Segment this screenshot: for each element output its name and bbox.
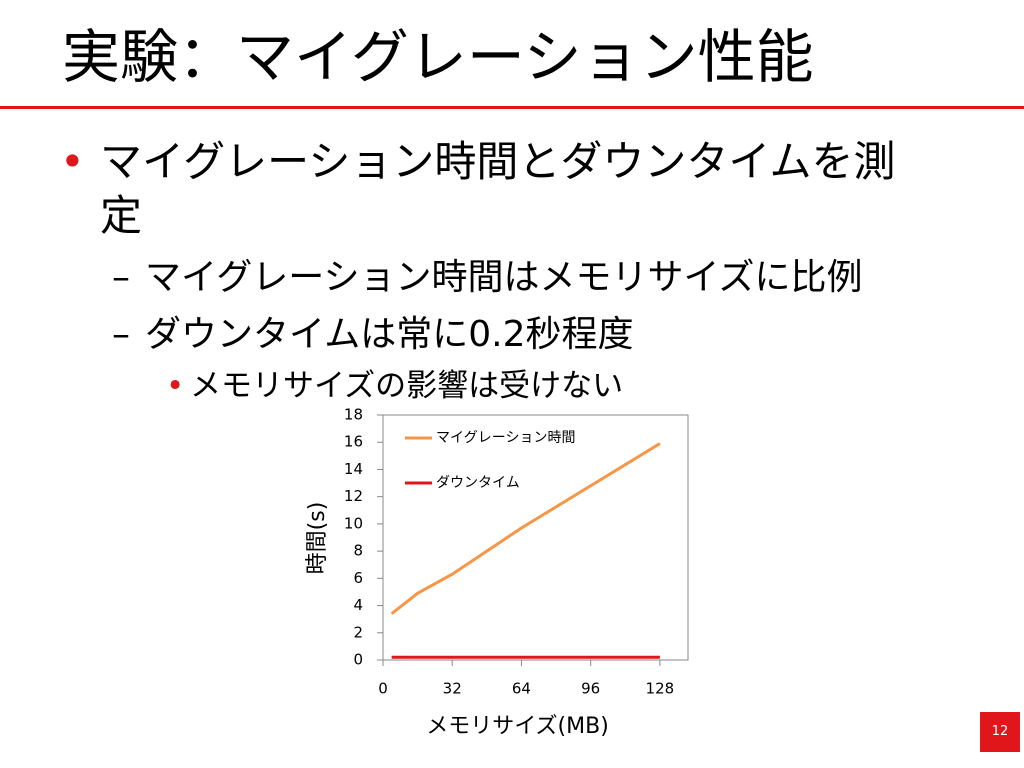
x-tick-label: 0 bbox=[378, 680, 388, 698]
bullet: メモリサイズの影響は受けない bbox=[190, 368, 624, 404]
y-tick-label: 10 bbox=[344, 514, 363, 532]
legend-label: ダウンタイム bbox=[436, 475, 520, 491]
y-tick-label: 0 bbox=[353, 651, 363, 669]
bullet-mark: • bbox=[166, 368, 185, 404]
x-axis-label: メモリサイズ(MB) bbox=[426, 714, 609, 739]
y-tick-label: 8 bbox=[353, 542, 363, 560]
y-tick-label: 16 bbox=[344, 433, 363, 451]
x-tick-label: 32 bbox=[443, 680, 462, 698]
x-tick-label: 96 bbox=[581, 680, 600, 698]
slide-title: 実験：マイグレーション性能 bbox=[62, 23, 814, 91]
y-tick-label: 2 bbox=[353, 623, 363, 641]
plot-frame bbox=[382, 414, 689, 661]
bullet-mark: – bbox=[112, 257, 130, 298]
page-number: 12 bbox=[980, 712, 1020, 752]
bullet-mark: • bbox=[60, 137, 85, 186]
bullet-mark: – bbox=[112, 314, 130, 355]
y-axis-label: 時間(s) bbox=[305, 502, 330, 575]
bullet: マイグレーション時間とダウンタイムを測定 bbox=[100, 137, 896, 240]
y-tick-label: 14 bbox=[344, 460, 363, 478]
y-tick-label: 12 bbox=[344, 487, 363, 505]
y-tick-label: 6 bbox=[353, 569, 363, 587]
title-rule bbox=[0, 106, 1024, 109]
x-tick-label: 64 bbox=[512, 680, 531, 698]
y-tick-label: 4 bbox=[353, 596, 363, 614]
bullet: ダウンタイムは常に0.2秒程度 bbox=[145, 314, 634, 355]
legend-label: マイグレーション時間 bbox=[436, 430, 575, 446]
y-tick-label: 18 bbox=[344, 406, 363, 424]
x-tick-label: 128 bbox=[646, 680, 675, 698]
bullet: マイグレーション時間はメモリサイズに比例 bbox=[145, 257, 863, 298]
series-line bbox=[390, 442, 661, 615]
